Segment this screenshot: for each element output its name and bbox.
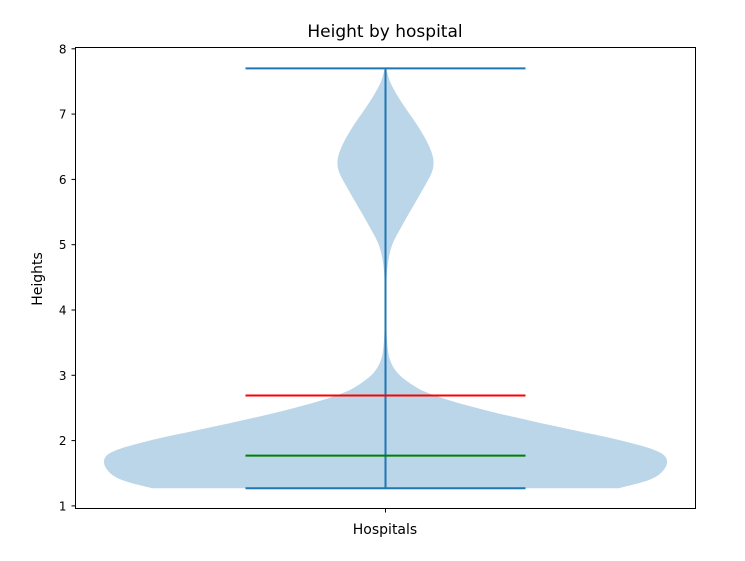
plot-area	[103, 66, 668, 490]
y-tick-label: 8	[59, 42, 67, 56]
chart-title: Height by hospital	[307, 22, 462, 42]
y-tick-label: 2	[59, 434, 67, 448]
y-tick-label: 5	[59, 238, 67, 252]
y-tick-label: 7	[59, 108, 67, 122]
y-tick-label: 3	[59, 369, 67, 383]
y-tick-label: 4	[59, 303, 67, 317]
y-axis-label: Heights	[30, 252, 46, 306]
x-axis-label: Hospitals	[353, 522, 417, 538]
y-axis: 1 2 3 4 5 6 7 8	[59, 42, 76, 513]
y-tick-label: 1	[59, 499, 67, 513]
y-tick-label: 6	[59, 173, 67, 187]
